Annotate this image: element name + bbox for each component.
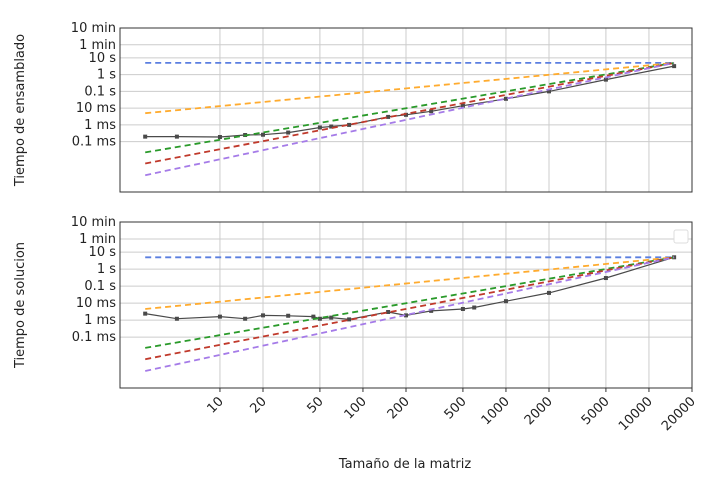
y-tick-label: 0.1 s	[84, 84, 116, 99]
x-tick-label: 20000	[659, 394, 699, 434]
y-tick-label: 1 min	[79, 38, 116, 53]
measured-point	[243, 316, 248, 321]
measured-point	[317, 125, 322, 130]
measured-series-line	[145, 256, 675, 321]
x-tick-label: 50	[304, 394, 326, 416]
x-tick-label: 100	[342, 394, 370, 422]
measured-point	[429, 109, 434, 114]
purple-reference-line	[145, 62, 675, 177]
y-tick-label: 10 ms	[76, 101, 116, 116]
y-tick-label: 10 ms	[76, 296, 116, 311]
measured-point	[347, 122, 352, 127]
measured-point	[386, 309, 391, 314]
measured-point	[503, 299, 508, 304]
measured-point	[603, 77, 608, 82]
orange-reference-line	[145, 62, 675, 115]
y-tick-label: 1 min	[79, 232, 116, 247]
x-tick-label: 10	[204, 394, 226, 416]
measured-point	[317, 316, 322, 321]
measured-point	[460, 307, 465, 312]
red-reference-line	[145, 62, 675, 165]
y-tick-label: 1 s	[97, 68, 116, 83]
measured-point	[143, 134, 148, 139]
x-tick-labels: 10 20 50 100 200 500 1000 2000 5000 10000 20000	[204, 388, 699, 434]
measured-point	[347, 317, 352, 322]
y-axis-title: Tiempo de solucion	[13, 242, 28, 369]
measured-point	[217, 314, 222, 319]
x-tick-label: 200	[385, 394, 413, 422]
measured-point	[286, 130, 291, 135]
y-tick-label: 10 min	[71, 215, 116, 230]
green-reference-line	[145, 256, 675, 349]
measured-point	[261, 132, 265, 137]
x-tick-label: 5000	[579, 394, 613, 428]
measured-point	[460, 103, 465, 108]
y-tick-label: 0.1 ms	[72, 330, 116, 345]
x-tick-label: 20	[248, 394, 270, 416]
orange-reference-line	[145, 256, 675, 310]
measured-point	[286, 313, 291, 318]
measured-point	[311, 314, 316, 319]
y-tick-label: 10 s	[89, 245, 117, 260]
x-tick-label: 10000	[616, 394, 656, 434]
y-tick-label: 0.1 ms	[72, 135, 116, 150]
measured-point	[329, 315, 334, 320]
legend-box	[673, 229, 689, 244]
y-tick-label: 10 s	[89, 51, 117, 66]
measured-point	[404, 112, 408, 117]
measured-point	[472, 305, 477, 310]
measured-point	[547, 290, 551, 295]
measured-point	[143, 311, 148, 316]
measured-point	[174, 134, 179, 139]
x-tick-label: 500	[442, 394, 470, 422]
measured-point	[672, 255, 677, 260]
y-tick-label: 1 s	[97, 262, 116, 277]
measured-point	[386, 114, 391, 119]
x-tick-label: 1000	[479, 394, 513, 428]
measured-point	[329, 124, 334, 129]
measured-point	[503, 96, 508, 101]
measured-point	[672, 64, 677, 69]
measured-point	[261, 313, 265, 318]
x-axis-title: Tamaño de la matriz	[338, 457, 471, 472]
red-reference-line	[145, 256, 675, 361]
measured-point	[174, 316, 179, 321]
measured-point	[429, 308, 434, 313]
y-tick-label: 10 min	[71, 21, 116, 36]
purple-reference-line	[145, 256, 675, 372]
measured-point	[547, 89, 551, 94]
y-axis-title: Tiempo de ensamblado	[13, 34, 28, 187]
axes-frame	[119, 27, 693, 193]
x-tick-label: 2000	[522, 394, 556, 428]
measured-point	[217, 135, 222, 140]
y-tick-label: 0.1 s	[84, 279, 116, 294]
y-tick-label: 1 ms	[84, 313, 116, 328]
measured-point	[404, 313, 408, 318]
y-tick-label: 1 ms	[84, 118, 116, 133]
measured-point	[603, 276, 608, 281]
